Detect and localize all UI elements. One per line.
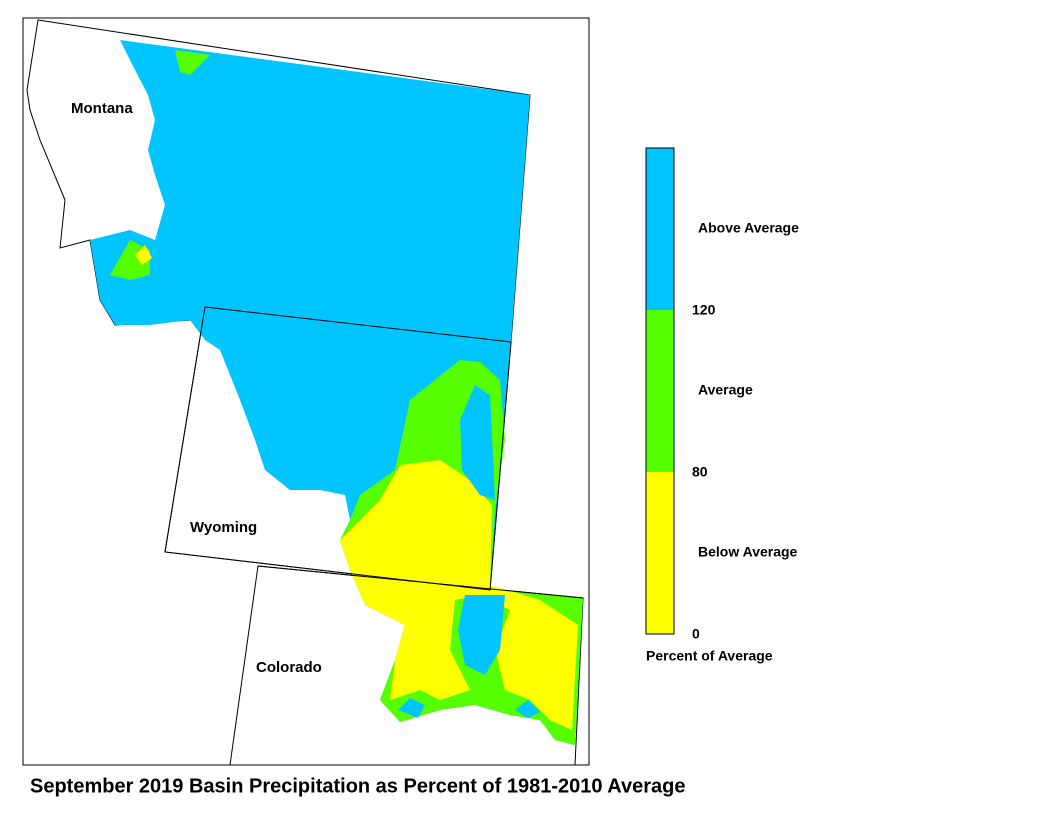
basin-average [175,50,210,75]
legend-tick: 120 [692,302,716,318]
state-label: Wyoming [190,519,257,536]
legend-tick: 80 [692,464,708,480]
basin-above-average [515,700,540,718]
state-borders [257,565,584,599]
state-borders [164,306,512,591]
legend: Above Average 120 Average 80 Below Average 0 [645,147,799,642]
basin-below-average [135,245,152,265]
basin-below-average [340,460,578,730]
legend-title: Percent of Average [646,648,773,664]
basin-above-average [458,595,505,675]
legend-label: Average [698,382,753,398]
map-title: September 2019 Basin Precipitation as Pe… [30,775,686,797]
legend-tick: 0 [692,626,700,642]
basin-above-average [460,385,495,500]
legend-label: Below Average [698,544,798,560]
legend-label: Above Average [698,220,799,236]
legend-swatch [646,148,674,310]
state-label: Montana [71,100,133,117]
legend-swatch [646,472,674,634]
state-label: Colorado [256,659,322,676]
basin-above-average [398,698,425,718]
legend-border [645,147,675,635]
map [26,19,584,766]
legend-swatch [646,310,674,472]
